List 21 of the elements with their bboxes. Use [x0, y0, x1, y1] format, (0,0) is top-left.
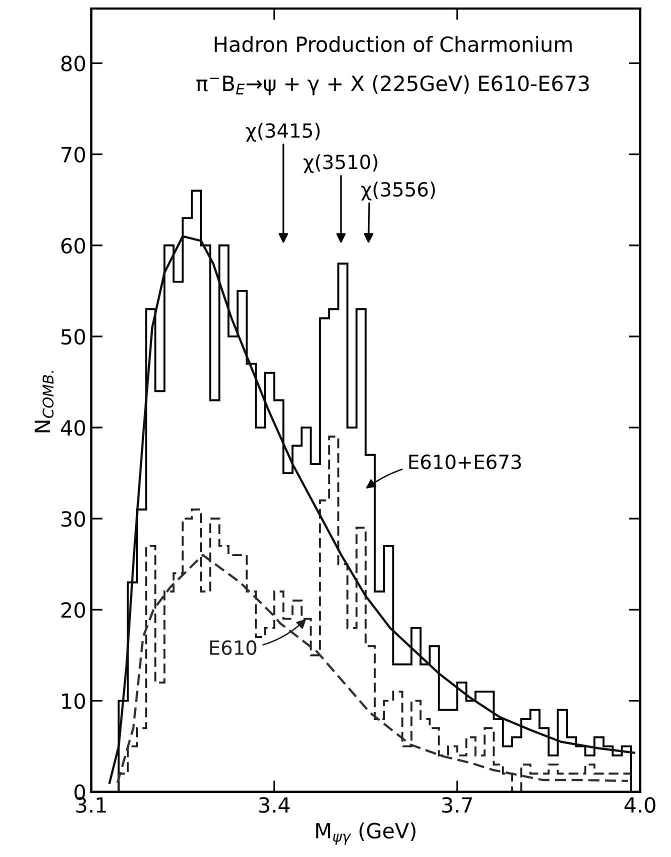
y-tick-label: 50	[61, 328, 86, 345]
y-tick-label: 70	[62, 146, 86, 163]
y-tick-label: 20	[61, 602, 86, 618]
annotation: χ(3556)	[361, 182, 435, 200]
annotation: χ(3415)	[246, 122, 320, 142]
series-label: E610	[210, 640, 256, 656]
y-axis-title: N$_{COMB.}$	[34, 371, 54, 432]
y-tick-label: 80	[61, 56, 86, 72]
x-tick-label: 3.7	[442, 797, 472, 813]
text: Hadron Production of Charmonium	[214, 36, 572, 52]
x-tick-label: 4.0	[624, 797, 656, 813]
y-tick-label: 10	[62, 693, 86, 709]
line-series	[116, 554, 630, 784]
y-tick-label: 30	[61, 511, 86, 527]
annotation: χ(3510)	[304, 154, 378, 174]
series-label: E610+E673	[409, 454, 521, 470]
x-axis-title: M$_{ψγ}$ (GeV)	[316, 822, 416, 845]
y-tick-label: 40	[60, 420, 86, 436]
text: π$^{−}$B$_{E}$→ψ + γ + X (225GeV) E610-E673	[196, 75, 589, 96]
x-tick-label: 3.4	[259, 797, 290, 813]
y-tick-label: 60	[61, 238, 86, 254]
